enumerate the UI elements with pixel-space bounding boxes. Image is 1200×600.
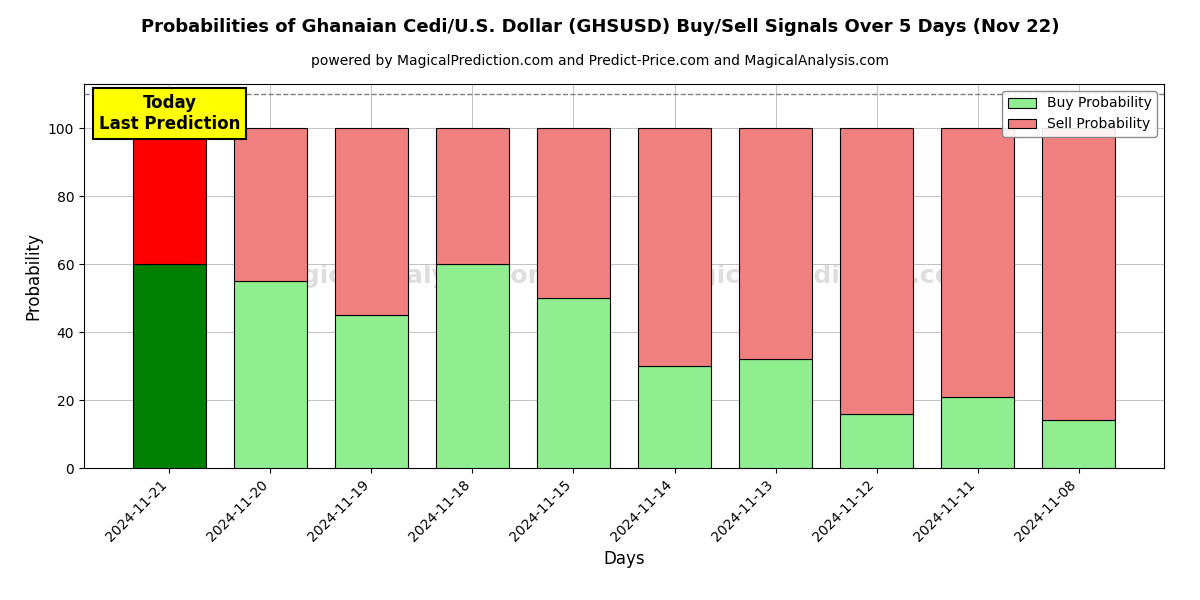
Bar bbox=[436, 264, 509, 468]
Text: MagicalAnalysis.com: MagicalAnalysis.com bbox=[262, 264, 554, 288]
Bar bbox=[739, 359, 812, 468]
Bar bbox=[436, 128, 509, 264]
Bar bbox=[1042, 128, 1115, 421]
Bar bbox=[133, 264, 206, 468]
Bar bbox=[538, 298, 610, 468]
Bar bbox=[538, 128, 610, 298]
Bar bbox=[234, 281, 307, 468]
Y-axis label: Probability: Probability bbox=[24, 232, 42, 320]
Bar bbox=[739, 128, 812, 359]
X-axis label: Days: Days bbox=[604, 550, 644, 568]
Bar bbox=[1042, 421, 1115, 468]
Bar bbox=[840, 413, 913, 468]
Bar bbox=[840, 128, 913, 413]
Text: Probabilities of Ghanaian Cedi/U.S. Dollar (GHSUSD) Buy/Sell Signals Over 5 Days: Probabilities of Ghanaian Cedi/U.S. Doll… bbox=[140, 18, 1060, 36]
Text: Today
Last Prediction: Today Last Prediction bbox=[98, 94, 240, 133]
Bar bbox=[335, 315, 408, 468]
Bar bbox=[234, 128, 307, 281]
Bar bbox=[638, 366, 710, 468]
Text: MagicalPrediction.com: MagicalPrediction.com bbox=[658, 264, 979, 288]
Bar bbox=[335, 128, 408, 315]
Bar bbox=[941, 128, 1014, 397]
Bar bbox=[638, 128, 710, 366]
Text: powered by MagicalPrediction.com and Predict-Price.com and MagicalAnalysis.com: powered by MagicalPrediction.com and Pre… bbox=[311, 54, 889, 68]
Bar bbox=[133, 128, 206, 264]
Bar bbox=[941, 397, 1014, 468]
Legend: Buy Probability, Sell Probability: Buy Probability, Sell Probability bbox=[1002, 91, 1157, 137]
